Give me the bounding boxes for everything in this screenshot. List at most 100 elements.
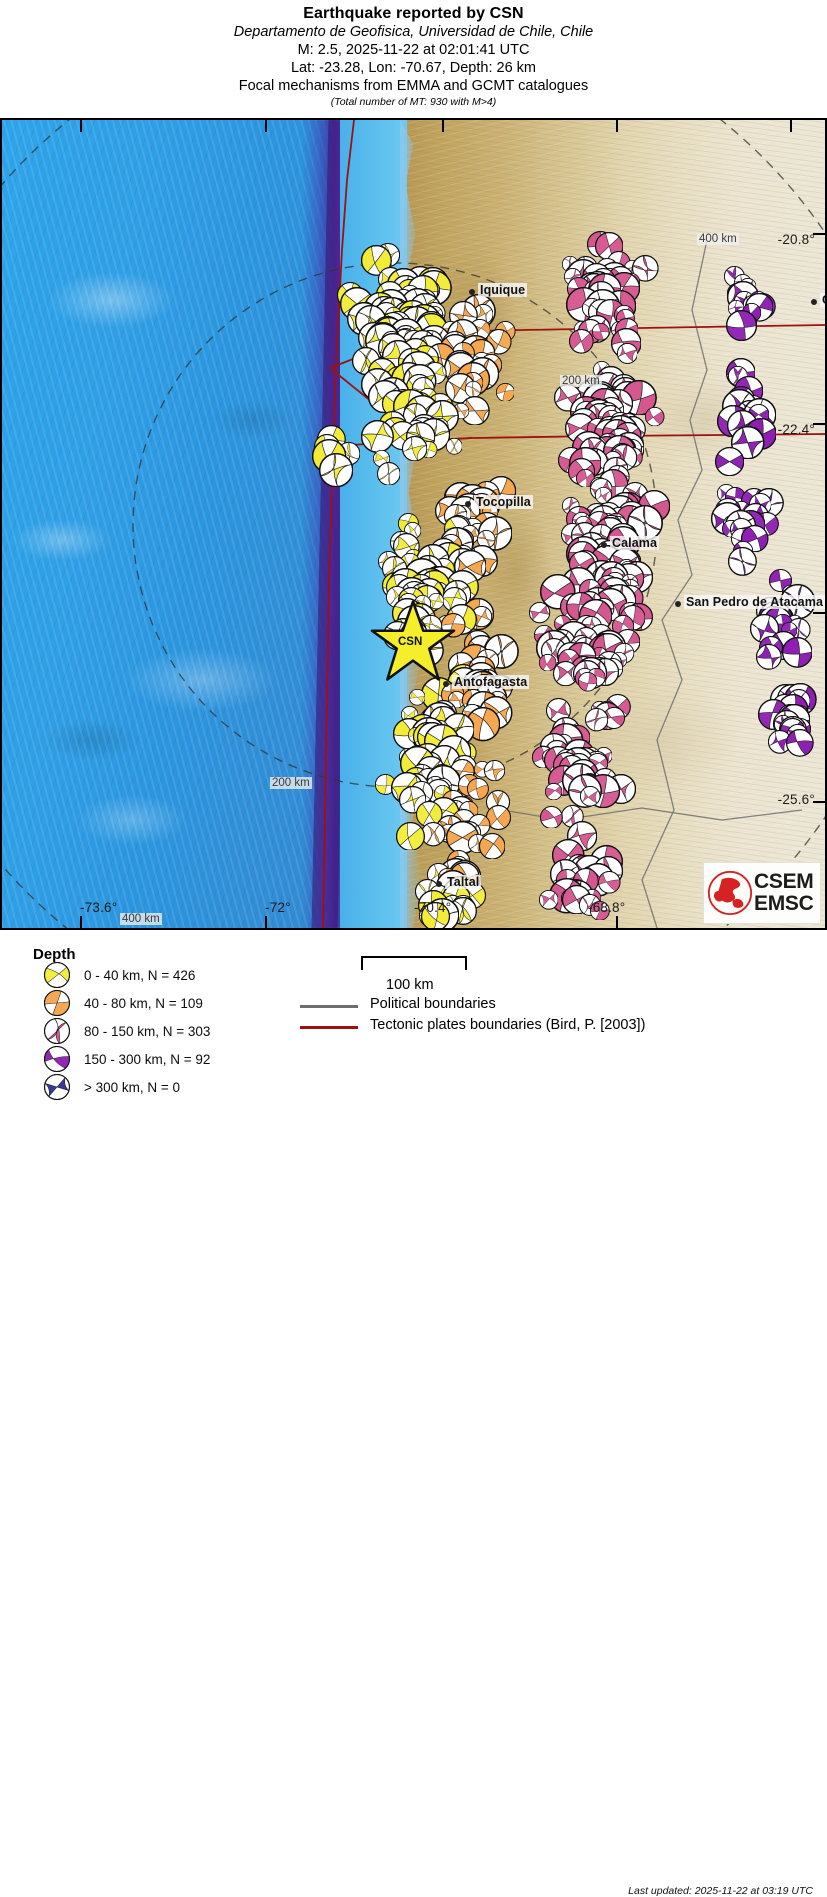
legend-panel: Depth 0 - 40 km, N = 426 40 - 80 km, N =…: [0, 932, 827, 1897]
beachball-icon-over-300km: [44, 1074, 70, 1100]
ring-label-400km-east: 400 km: [697, 233, 739, 245]
legend-row-depth-4: > 300 km, N = 0: [44, 1074, 180, 1100]
legend-label-depth-2: 80 - 150 km, N = 303: [84, 1023, 211, 1039]
lon-label-2: -70.4°: [414, 900, 452, 915]
ring-label-400km-west: 400 km: [120, 913, 162, 925]
emsc-logo: CSEM EMSC: [703, 862, 821, 924]
focal-mechanism-beachball[interactable]: [376, 461, 401, 486]
focal-mechanism-beachball[interactable]: [616, 343, 638, 365]
focal-mechanism-beachball[interactable]: [786, 729, 814, 757]
catalogue-line: Focal mechanisms from EMMA and GCMT cata…: [238, 78, 589, 94]
scale-bar-label: 100 km: [386, 977, 434, 993]
focal-mechanism-beachball[interactable]: [529, 602, 551, 624]
legend-row-depth-0: 0 - 40 km, N = 426: [44, 962, 195, 988]
focal-mechanism-beachball[interactable]: [396, 821, 425, 851]
focal-mechanism-beachball[interactable]: [728, 547, 758, 577]
city-marker-dot: [436, 881, 442, 887]
page-title: Earthquake reported by CSN: [303, 5, 524, 22]
focal-mechanism-beachball[interactable]: [591, 323, 610, 341]
beachball-icon-0-40km: [44, 962, 70, 988]
tick-lon-9: [616, 916, 618, 928]
tick-lat-3: [813, 612, 825, 614]
focal-mechanism-beachball[interactable]: [569, 329, 594, 354]
political-boundary-swatch: [300, 1005, 358, 1008]
depth-legend-title: Depth: [33, 946, 76, 963]
legend-label-depth-4: > 300 km, N = 0: [84, 1079, 181, 1095]
lat-label-0: -20.8°: [777, 232, 815, 247]
focal-mechanism-beachball[interactable]: [577, 672, 597, 692]
tick-lon-4: [616, 120, 618, 132]
city-label-taltal: Taltal: [445, 875, 482, 889]
logo-line-csem: CSEM: [754, 870, 814, 893]
legend-row-depth-1: 40 - 80 km, N = 109: [44, 990, 203, 1016]
focal-mechanism-beachball[interactable]: [445, 438, 463, 455]
legend-row-depth-3: 150 - 300 km, N = 92: [44, 1046, 210, 1072]
focal-mechanism-beachball[interactable]: [756, 643, 782, 670]
city-marker-dot: [469, 289, 475, 295]
lon-label-3: -68.8°: [588, 900, 626, 915]
beachball-icon-80-150km: [44, 1018, 70, 1044]
political-boundary-label: Political boundaries: [370, 996, 496, 1012]
focal-mechanism-beachball[interactable]: [645, 406, 665, 426]
city-label-tocopilla: Tocopilla: [474, 495, 533, 509]
lat-label-2: -25.6°: [777, 792, 815, 807]
tick-lat-1: [813, 233, 825, 235]
tick-lon-7: [265, 916, 267, 928]
focal-mechanism-beachball[interactable]: [540, 805, 563, 829]
focal-mechanism-beachball[interactable]: [319, 452, 354, 488]
focal-mechanism-beachball[interactable]: [725, 309, 757, 341]
map-panel[interactable]: -73.6° -72° -70.4° -68.8° -67.2° -20.8° …: [0, 118, 827, 930]
city-marker-dot: [465, 501, 471, 507]
map-header: Earthquake reported by CSN Departamento …: [0, 0, 827, 109]
focal-mechanism-beachball[interactable]: [781, 636, 813, 668]
focal-mechanism-beachball[interactable]: [401, 435, 427, 462]
tectonic-boundary-label: Tectonic plates boundaries (Bird, P. [20…: [370, 1017, 646, 1033]
location-line: Lat: -23.28, Lon: -70.67, Depth: 26 km: [290, 60, 537, 76]
city-marker-dot: [811, 299, 817, 305]
tick-lon-2: [265, 120, 267, 132]
ocean-bathymetry: [2, 120, 347, 928]
focal-mechanism-beachball[interactable]: [714, 447, 744, 477]
logo-line-emsc: EMSC: [754, 892, 814, 915]
tick-lon-6: [80, 916, 82, 928]
focal-mechanism-beachball[interactable]: [478, 832, 506, 860]
lon-label-1: -72°: [265, 900, 291, 915]
legend-row-depth-2: 80 - 150 km, N = 303: [44, 1018, 210, 1044]
focal-mechanism-beachball[interactable]: [598, 871, 621, 894]
city-label-antofagasta: Antofagasta: [452, 675, 530, 689]
last-updated-text: Last updated: 2025-11-22 at 03:19 UTC: [628, 1885, 813, 1897]
lat-label-1: -22.4°: [777, 422, 815, 437]
tectonic-boundary-swatch: [300, 1026, 358, 1029]
tick-lon-1: [80, 120, 82, 132]
map-canvas[interactable]: -73.6° -72° -70.4° -68.8° -67.2° -20.8° …: [2, 120, 825, 928]
city-marker-dot: [601, 542, 607, 548]
focal-mechanism-beachball[interactable]: [495, 382, 515, 402]
legend-label-depth-1: 40 - 80 km, N = 109: [84, 995, 203, 1011]
focal-mechanism-beachball[interactable]: [538, 890, 559, 910]
epicenter-star-marker[interactable]: CSN: [370, 600, 456, 682]
magnitude-line: M: 2.5, 2025-11-22 at 02:01:41 UTC: [297, 42, 530, 58]
epicenter-label: CSN: [398, 636, 423, 648]
beachball-icon-150-300km: [44, 1046, 70, 1072]
city-label-co: Co: [820, 293, 825, 307]
focal-mechanism-beachball[interactable]: [421, 822, 446, 847]
beachball-icon-40-80km: [44, 990, 70, 1016]
tick-lat-2: [813, 423, 825, 425]
legend-label-depth-3: 150 - 300 km, N = 92: [84, 1051, 211, 1067]
legend-label-depth-0: 0 - 40 km, N = 426: [84, 967, 196, 983]
focal-mechanism-beachball[interactable]: [580, 786, 601, 807]
focal-mechanism-beachball[interactable]: [545, 782, 563, 800]
tick-lon-5: [790, 120, 792, 132]
focal-mechanism-beachball[interactable]: [361, 420, 395, 454]
ring-label-200km-east: 200 km: [560, 375, 602, 387]
lon-label-0: -73.6°: [80, 900, 118, 915]
agency-subtitle: Departamento de Geofisica, Universidad d…: [233, 24, 594, 40]
city-label-iquique: Iquique: [478, 283, 528, 297]
tick-lat-4: [813, 801, 825, 803]
city-marker-dot: [675, 601, 681, 607]
total-mt-line: (Total number of MT: 930 with M>4): [330, 96, 497, 108]
tick-lon-3: [442, 120, 444, 132]
scale-bar: [361, 956, 467, 972]
city-label-calama: Calama: [610, 536, 660, 550]
city-label-san-pedro-de-atacama: San Pedro de Atacama: [684, 595, 825, 609]
